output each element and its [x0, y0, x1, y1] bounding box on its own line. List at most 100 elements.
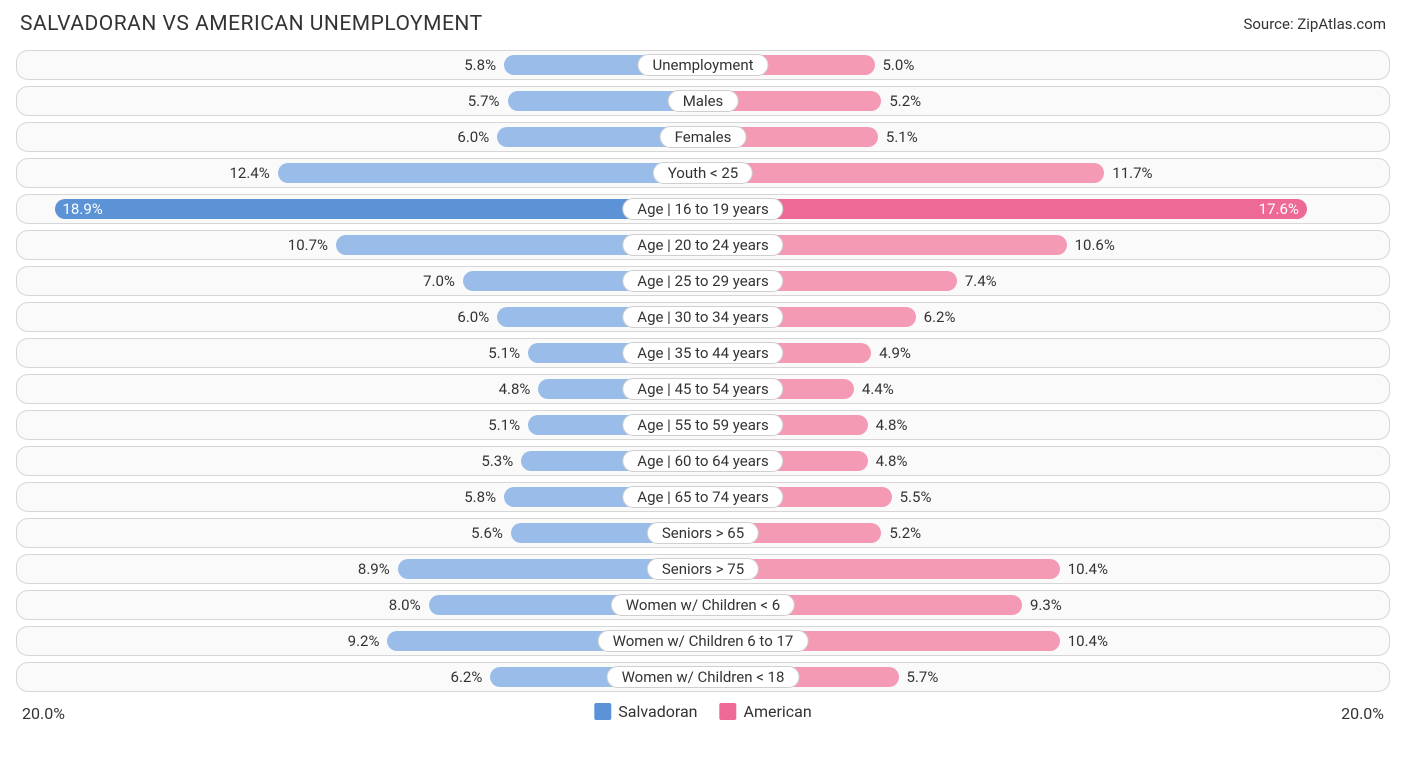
chart-row: 5.1% 4.9% Age | 35 to 44 years — [16, 338, 1390, 368]
bar-side-left: 5.1% — [17, 411, 703, 439]
value-right: 10.6% — [1067, 236, 1123, 254]
bar-side-right: 5.2% — [703, 87, 1389, 115]
value-left: 8.9% — [350, 560, 398, 578]
bar-side-right: 5.0% — [703, 51, 1389, 79]
chart-row: 6.0% 5.1% Females — [16, 122, 1390, 152]
category-label: Seniors > 75 — [647, 558, 759, 580]
bar-side-left: 4.8% — [17, 375, 703, 403]
bar-side-left: 10.7% — [17, 231, 703, 259]
chart-footer: 20.0% Salvadoran American 20.0% — [16, 702, 1390, 728]
value-right: 5.5% — [892, 488, 940, 506]
bar-side-right: 6.2% — [703, 303, 1389, 331]
value-left: 9.2% — [340, 632, 388, 650]
value-right: 11.7% — [1104, 164, 1160, 182]
bar-side-right: 9.3% — [703, 591, 1389, 619]
category-label: Age | 45 to 54 years — [622, 378, 783, 400]
chart-row: 8.0% 9.3% Women w/ Children < 6 — [16, 590, 1390, 620]
value-left: 7.0% — [415, 272, 463, 290]
value-left: 5.6% — [463, 524, 511, 542]
bar-right — [703, 199, 1307, 219]
bar-side-right: 4.8% — [703, 411, 1389, 439]
legend-item-right: American — [720, 702, 812, 721]
bar-side-left: 5.3% — [17, 447, 703, 475]
value-left: 18.9% — [55, 200, 111, 218]
bar-side-right: 5.5% — [703, 483, 1389, 511]
chart-header: SALVADORAN VS AMERICAN UNEMPLOYMENT Sour… — [16, 12, 1390, 36]
bar-side-left: 5.8% — [17, 51, 703, 79]
chart-row: 18.9% 17.6% Age | 16 to 19 years — [16, 194, 1390, 224]
chart-row: 5.1% 4.8% Age | 55 to 59 years — [16, 410, 1390, 440]
bar-side-right: 10.6% — [703, 231, 1389, 259]
category-label: Women w/ Children < 6 — [611, 594, 795, 616]
value-left: 12.4% — [221, 164, 277, 182]
category-label: Youth < 25 — [653, 162, 753, 184]
value-left: 4.8% — [491, 380, 539, 398]
axis-max-left: 20.0% — [22, 704, 65, 723]
category-label: Unemployment — [637, 54, 768, 76]
bar-side-left: 5.6% — [17, 519, 703, 547]
chart-legend: Salvadoran American — [594, 702, 811, 721]
bar-side-left: 7.0% — [17, 267, 703, 295]
chart-row: 5.3% 4.8% Age | 60 to 64 years — [16, 446, 1390, 476]
category-label: Seniors > 65 — [647, 522, 759, 544]
value-left: 5.1% — [480, 416, 528, 434]
category-label: Age | 16 to 19 years — [622, 198, 783, 220]
bar-side-right: 7.4% — [703, 267, 1389, 295]
chart-row: 8.9% 10.4% Seniors > 75 — [16, 554, 1390, 584]
value-right: 5.1% — [878, 128, 926, 146]
bar-side-right: 11.7% — [703, 159, 1389, 187]
bar-side-left: 12.4% — [17, 159, 703, 187]
value-right: 9.3% — [1022, 596, 1070, 614]
value-right: 5.7% — [899, 668, 947, 686]
bar-side-right: 4.8% — [703, 447, 1389, 475]
legend-item-left: Salvadoran — [594, 702, 697, 721]
category-label: Age | 55 to 59 years — [622, 414, 783, 436]
bar-side-right: 5.7% — [703, 663, 1389, 691]
bar-side-right: 17.6% — [703, 195, 1389, 223]
value-left: 5.1% — [480, 344, 528, 362]
bar-side-left: 5.1% — [17, 339, 703, 367]
chart-rows: 5.8%5.0%Unemployment5.7%5.2%Males6.0%5.1… — [16, 50, 1390, 692]
category-label: Women w/ Children 6 to 17 — [598, 630, 809, 652]
value-right: 17.6% — [1251, 200, 1307, 218]
value-left: 5.8% — [456, 488, 504, 506]
chart-row: 5.8%5.5%Age | 65 to 74 years — [16, 482, 1390, 512]
chart-row: 5.7%5.2%Males — [16, 86, 1390, 116]
value-left: 8.0% — [381, 596, 429, 614]
category-label: Women w/ Children < 18 — [607, 666, 800, 688]
category-label: Age | 60 to 64 years — [622, 450, 783, 472]
value-left: 5.8% — [456, 56, 504, 74]
legend-label-left: Salvadoran — [618, 702, 697, 721]
value-right: 5.0% — [875, 56, 923, 74]
bar-side-left: 5.8% — [17, 483, 703, 511]
chart-title: SALVADORAN VS AMERICAN UNEMPLOYMENT — [20, 12, 483, 36]
value-right: 4.8% — [868, 452, 916, 470]
value-right: 10.4% — [1060, 560, 1116, 578]
value-right: 4.4% — [854, 380, 902, 398]
chart-row: 6.0%6.2%Age | 30 to 34 years — [16, 302, 1390, 332]
legend-swatch-left — [594, 703, 611, 720]
chart-row: 5.8% 5.0% Unemployment — [16, 50, 1390, 80]
bar-side-right: 5.1% — [703, 123, 1389, 151]
chart-source: Source: ZipAtlas.com — [1243, 15, 1386, 33]
value-left: 6.0% — [449, 128, 497, 146]
value-right: 10.4% — [1060, 632, 1116, 650]
axis-max-right: 20.0% — [1341, 704, 1384, 723]
bar-right — [703, 163, 1104, 183]
value-left: 6.2% — [443, 668, 491, 686]
category-label: Females — [660, 126, 747, 148]
legend-swatch-right — [720, 703, 737, 720]
category-label: Age | 35 to 44 years — [622, 342, 783, 364]
category-label: Males — [668, 90, 739, 112]
chart-row: 9.2% 10.4% Women w/ Children 6 to 17 — [16, 626, 1390, 656]
bar-side-left: 6.0% — [17, 123, 703, 151]
bar-left — [278, 163, 703, 183]
bar-side-left: 8.9% — [17, 555, 703, 583]
value-right: 4.9% — [871, 344, 919, 362]
bar-side-left: 8.0% — [17, 591, 703, 619]
value-right: 4.8% — [868, 416, 916, 434]
chart-row: 6.2% 5.7% Women w/ Children < 18 — [16, 662, 1390, 692]
bar-side-right: 4.4% — [703, 375, 1389, 403]
chart-row: 5.6%5.2%Seniors > 65 — [16, 518, 1390, 548]
bar-side-left: 5.7% — [17, 87, 703, 115]
